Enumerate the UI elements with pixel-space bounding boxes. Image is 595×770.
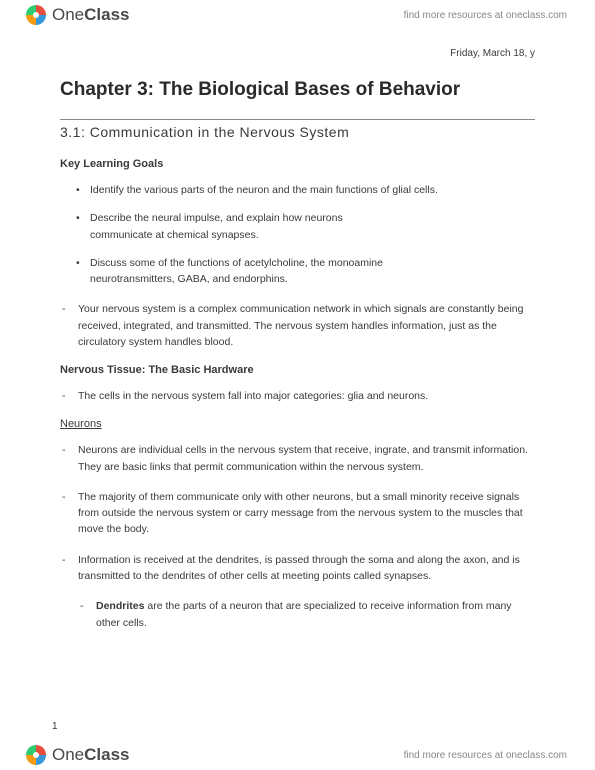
term-definition: are the parts of a neuron that are speci…	[96, 600, 512, 628]
paragraph: The cells in the nervous system fall int…	[60, 388, 535, 404]
list-item: Discuss some of the functions of acetylc…	[90, 255, 535, 288]
neurons-heading: Neurons	[60, 418, 535, 430]
paragraph: Neurons are individual cells in the nerv…	[60, 442, 535, 475]
footer-bar: OneClass find more resources at oneclass…	[0, 740, 595, 770]
page-number: 1	[52, 721, 58, 732]
footer-tagline: find more resources at oneclass.com	[404, 750, 567, 761]
brand-logo-footer: OneClass	[24, 740, 130, 770]
header-bar: OneClass find more resources at oneclass…	[0, 0, 595, 30]
document-date: Friday, March 18, y	[60, 48, 535, 59]
oneclass-icon	[24, 3, 48, 27]
brand-name-footer: OneClass	[52, 745, 130, 765]
list-item-text: Describe the neural impulse, and explain…	[90, 210, 350, 243]
header-tagline: find more resources at oneclass.com	[404, 10, 567, 21]
list-item: Describe the neural impulse, and explain…	[90, 210, 535, 243]
term-bold: Dendrites	[96, 600, 144, 612]
paragraph: Information is received at the dendrites…	[60, 552, 535, 585]
paragraph: The majority of them communicate only wi…	[60, 489, 535, 538]
brand-name: OneClass	[52, 5, 130, 25]
paragraph: Your nervous system is a complex communi…	[60, 301, 535, 350]
list-item: Identify the various parts of the neuron…	[90, 182, 535, 198]
learning-goals-list: Identify the various parts of the neuron…	[60, 182, 535, 287]
chapter-title: Chapter 3: The Biological Bases of Behav…	[60, 79, 535, 101]
nervous-tissue-heading: Nervous Tissue: The Basic Hardware	[60, 364, 535, 376]
brand-logo: OneClass	[24, 0, 130, 30]
list-item-text: Discuss some of the functions of acetylc…	[90, 255, 430, 288]
section-title: 3.1: Communication in the Nervous System	[60, 119, 535, 144]
oneclass-icon	[24, 743, 48, 767]
paragraph-nested: Dendrites are the parts of a neuron that…	[78, 598, 535, 631]
key-learning-heading: Key Learning Goals	[60, 158, 535, 170]
document-content: Friday, March 18, y Chapter 3: The Biolo…	[0, 0, 595, 685]
